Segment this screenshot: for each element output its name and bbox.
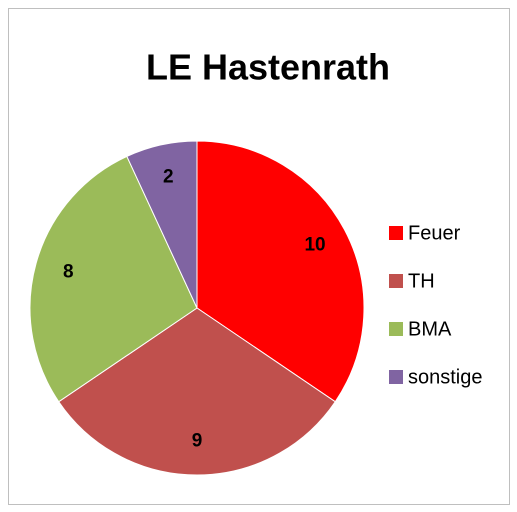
data-label: 8	[63, 261, 74, 282]
pie-slice	[29, 155, 198, 403]
legend-swatch	[389, 322, 403, 336]
data-label: 2	[163, 167, 174, 188]
legend-label: BMA	[408, 318, 452, 340]
legend-swatch	[389, 370, 403, 384]
data-label: 9	[192, 431, 203, 452]
pie-slice	[126, 140, 198, 309]
legend-swatch	[389, 274, 403, 288]
chart-title: LE Hastenrath	[146, 47, 390, 88]
pie-slice	[58, 307, 336, 476]
pie-slice	[196, 140, 365, 403]
data-label: 10	[304, 234, 325, 255]
legend-label: sonstige	[408, 366, 483, 388]
legend-label: Feuer	[408, 222, 461, 244]
legend-label: TH	[408, 270, 435, 292]
legend-swatch	[389, 226, 403, 240]
